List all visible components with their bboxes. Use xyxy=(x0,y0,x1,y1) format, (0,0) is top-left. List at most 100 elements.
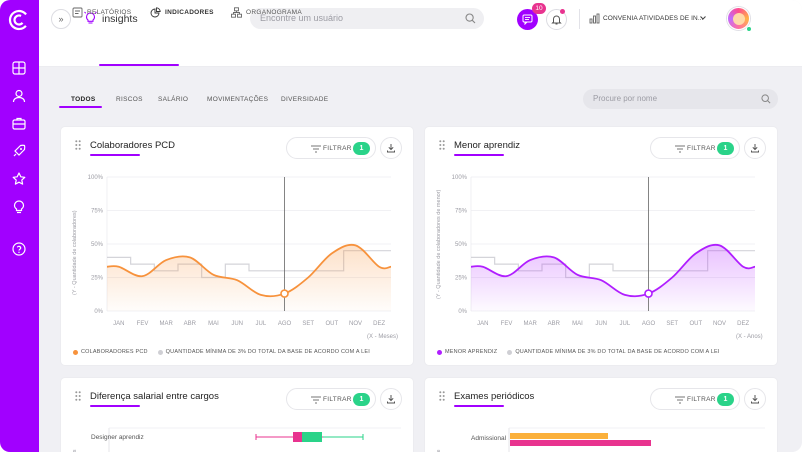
search-icon[interactable] xyxy=(761,94,771,104)
rocket-icon[interactable] xyxy=(11,143,27,159)
download-icon xyxy=(751,144,759,153)
user-avatar[interactable] xyxy=(727,7,750,30)
filter-icon xyxy=(311,145,321,153)
download-icon xyxy=(751,395,759,404)
tab-relatorios[interactable]: RELATÓRIOS xyxy=(72,7,131,29)
drag-handle-icon[interactable] xyxy=(439,391,445,401)
search-icon[interactable] xyxy=(465,13,476,24)
x-tick-label: OUT xyxy=(689,321,702,327)
dashboard-icon[interactable] xyxy=(11,60,27,76)
notifications-button[interactable] xyxy=(546,9,567,30)
y-tick-label: 75% xyxy=(455,209,468,215)
user-search-field[interactable]: Encontre um usuário xyxy=(250,8,484,29)
drag-handle-icon[interactable] xyxy=(439,140,445,150)
chart-legend: COLABORADORES PCD QUANTIDADE MÍNIMA DE 3… xyxy=(73,349,370,355)
download-button[interactable] xyxy=(380,137,402,159)
y-tick-label: 100% xyxy=(88,175,104,181)
collapse-sidebar-button[interactable]: » xyxy=(51,9,71,29)
x-tick-label: JUN xyxy=(231,321,243,327)
card-menor-aprendiz: Menor aprendiz FILTRAR 1 (Y - Quantidade… xyxy=(425,127,777,365)
y-tick-label: 50% xyxy=(455,242,468,248)
filter-tab-diversidade[interactable]: DIVERSIDADE xyxy=(281,96,329,103)
series-area xyxy=(107,244,391,311)
x-tick-label: NOV xyxy=(713,321,726,327)
series-line xyxy=(470,243,756,298)
x-tick-label: FEV xyxy=(137,321,149,327)
report-icon xyxy=(72,7,83,18)
tab-organograma-label: ORGANOGRAMA xyxy=(246,9,303,16)
filter-button[interactable]: FILTRAR 1 xyxy=(650,388,740,410)
x-axis-label: (X - Anos) xyxy=(736,334,763,340)
company-chart-icon xyxy=(589,13,600,24)
legend-item-minimo: QUANTIDADE MÍNIMA DE 3% DO TOTAL DA BASE… xyxy=(165,349,371,355)
insights-bulb-icon xyxy=(84,11,97,24)
tab-indicadores-label: INDICADORES xyxy=(165,9,214,16)
notification-dot xyxy=(560,9,565,14)
y-tick-label: 25% xyxy=(91,276,104,282)
lightbulb-icon[interactable] xyxy=(11,199,27,215)
tab-organograma[interactable]: ORGANOGRAMA xyxy=(231,7,303,29)
filter-button[interactable]: FILTRAR 1 xyxy=(650,137,740,159)
drag-handle-icon[interactable] xyxy=(75,140,81,150)
card-title-underline xyxy=(90,154,140,156)
y-tick-label: 75% xyxy=(91,209,104,215)
indicator-search-placeholder: Procure por nome xyxy=(593,94,658,103)
chat-button[interactable] xyxy=(517,9,538,30)
help-icon[interactable] xyxy=(11,241,27,257)
legend-dot-minimo xyxy=(507,349,513,355)
legend-item-minimo: QUANTIDADE MÍNIMA DE 3% DO TOTAL DA BASE… xyxy=(515,349,720,355)
user-icon[interactable] xyxy=(11,88,27,104)
x-axis-label: (X - Meses) xyxy=(367,334,399,340)
drag-handle-icon[interactable] xyxy=(75,391,81,401)
indicator-search-field[interactable]: Procure por nome xyxy=(583,89,778,109)
filter-tab-salario[interactable]: SALÁRIO xyxy=(158,96,189,103)
org-chart-icon xyxy=(231,7,242,18)
filter-label: FILTRAR xyxy=(323,396,352,403)
filter-count-badge: 1 xyxy=(353,142,370,155)
filter-count-badge: 1 xyxy=(717,393,734,406)
x-tick-label: AGO xyxy=(278,321,292,327)
double-chevron-right-icon: » xyxy=(58,14,64,24)
filter-tab-todos[interactable]: TODOS xyxy=(71,96,96,103)
user-search-placeholder: Encontre um usuário xyxy=(260,13,344,23)
star-icon[interactable] xyxy=(11,171,27,187)
filter-tab-movimentacoes[interactable]: MOVIMENTAÇÕES xyxy=(207,96,269,103)
logo-icon[interactable] xyxy=(8,9,30,31)
filter-count-badge: 1 xyxy=(717,142,734,155)
filter-button[interactable]: FILTRAR 1 xyxy=(286,137,376,159)
x-tick-label: DEZ xyxy=(737,321,749,327)
section-tabs xyxy=(39,38,802,67)
exames-bar-chart xyxy=(508,427,765,452)
filter-tab-indicator xyxy=(59,106,102,108)
download-button[interactable] xyxy=(744,137,766,159)
chart-legend: MENOR APRENDIZ QUANTIDADE MÍNIMA DE 3% D… xyxy=(437,349,720,355)
boxplot-upper-box xyxy=(302,432,322,442)
card-diferenca-salarial: Diferença salarial entre cargos FILTRAR … xyxy=(61,378,413,452)
chevron-down-icon[interactable] xyxy=(699,14,707,22)
x-tick-label: MAI xyxy=(208,321,219,327)
filter-button[interactable]: FILTRAR 1 xyxy=(286,388,376,410)
header-divider xyxy=(579,9,580,29)
bar-admissional-2 xyxy=(510,440,651,446)
y-tick-label: 100% xyxy=(452,175,468,181)
card-title-underline xyxy=(90,405,140,407)
row-label: Designer aprendiz xyxy=(91,434,144,441)
highlight-point xyxy=(280,289,289,298)
x-tick-label: MAI xyxy=(572,321,583,327)
filter-label: FILTRAR xyxy=(323,145,352,152)
card-colaboradores-pcd: Colaboradores PCD FILTRAR 1 (Y - Quantid… xyxy=(61,127,413,365)
card-title-underline xyxy=(454,154,504,156)
card-title-underline xyxy=(454,405,504,407)
boxplot-chart xyxy=(108,427,401,452)
briefcase-icon[interactable] xyxy=(11,115,27,131)
filter-label: FILTRAR xyxy=(687,396,716,403)
filter-tab-riscos[interactable]: RISCOS xyxy=(116,96,143,103)
download-button[interactable] xyxy=(380,388,402,410)
x-tick-label: JUL xyxy=(255,321,266,327)
download-button[interactable] xyxy=(744,388,766,410)
active-tab-indicator xyxy=(99,64,179,66)
aprendiz-line-chart: 0% 25% 50% 75% 100% JAN FEV MAR ABR MAI JUN JUL AGO S… xyxy=(452,175,756,327)
tab-indicadores[interactable]: INDICADORES xyxy=(150,7,214,29)
filter-icon xyxy=(675,145,685,153)
company-selector[interactable]: CONVENIA ATIVIDADES DE IN... xyxy=(603,15,704,22)
